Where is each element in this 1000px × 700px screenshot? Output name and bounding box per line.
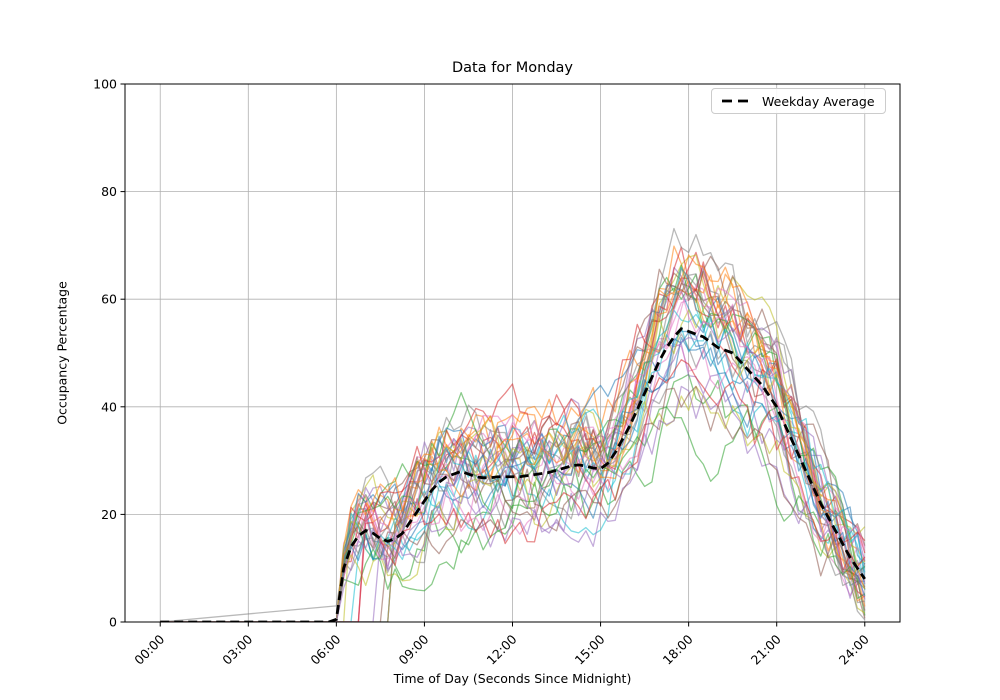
legend: Weekday Average <box>711 88 886 114</box>
y-tick-label: 20 <box>101 507 117 522</box>
y-tick-label: 100 <box>93 77 117 92</box>
occupancy-trace <box>160 277 866 622</box>
x-tick-label: 09:00 <box>395 631 431 667</box>
legend-entry-label: Weekday Average <box>762 93 875 109</box>
x-tick-label: 00:00 <box>131 631 167 667</box>
occupancy-trace <box>160 296 866 622</box>
occupancy-trace <box>160 406 866 622</box>
chart-title: Data for Monday <box>451 60 574 76</box>
weekday-average-line <box>160 327 866 622</box>
x-tick-label: 12:00 <box>484 631 520 667</box>
occupancy-trace <box>160 290 866 622</box>
x-tick-label: 24:00 <box>836 631 872 667</box>
x-tick-label: 18:00 <box>660 631 696 667</box>
grid-lines <box>125 83 900 623</box>
occupancy-trace <box>160 320 866 622</box>
y-tick-label: 60 <box>101 292 117 307</box>
occupancy-trace <box>160 359 866 622</box>
y-tick-label: 0 <box>109 615 117 630</box>
occupancy-trace <box>160 268 866 622</box>
occupancy-trace <box>160 373 866 622</box>
occupancy-traces <box>160 227 866 622</box>
x-tick-label: 06:00 <box>307 631 343 667</box>
occupancy-trace <box>160 343 866 622</box>
occupancy-trace <box>160 331 866 622</box>
axis-ticks <box>120 83 866 627</box>
y-axis-label: Occupancy Percentage <box>54 281 70 425</box>
legend-dashed-line-icon <box>721 97 753 105</box>
y-tick-label: 40 <box>101 399 117 414</box>
occupancy-trace <box>160 254 866 622</box>
x-tick-label: 15:00 <box>572 631 608 667</box>
occupancy-trace <box>160 385 866 622</box>
y-tick-label: 80 <box>101 184 117 199</box>
occupancy-trace <box>160 385 866 622</box>
occupancy-trace <box>160 266 866 622</box>
axis-tick-labels: 00:00 03:00 06:00 09:00 12:00 15:00 18:00 21:00… <box>93 77 872 668</box>
occupancy-trace <box>160 227 866 622</box>
x-axis-label: Time of Day (Seconds Since Midnight) <box>393 671 632 686</box>
x-tick-label: 03:00 <box>219 631 255 667</box>
x-tick-label: 21:00 <box>748 631 784 667</box>
